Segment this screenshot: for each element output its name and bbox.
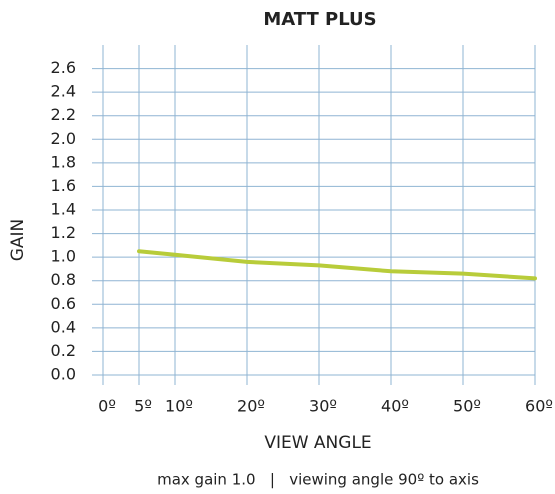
x-tick-label: 50º — [453, 397, 481, 416]
x-tick-label: 5º — [134, 397, 152, 416]
y-tick-label: 2.2 — [51, 105, 76, 124]
y-tick-label: 1.0 — [51, 247, 76, 266]
y-tick-label: 0.8 — [51, 270, 76, 289]
x-tick-label: 60º — [525, 397, 553, 416]
y-tick-label: 0.6 — [51, 294, 76, 313]
y-tick-label: 2.6 — [51, 58, 76, 77]
y-tick-label: 0.0 — [51, 365, 76, 384]
y-tick-label: 2.0 — [51, 129, 76, 148]
x-tick-label: 30º — [309, 397, 337, 416]
y-axis-label: GAIN — [8, 219, 28, 262]
y-tick-label: 1.8 — [51, 152, 76, 171]
y-tick-label: 1.2 — [51, 223, 76, 242]
chart-title: MATT PLUS — [263, 9, 376, 30]
y-tick-label: 1.4 — [51, 200, 76, 219]
y-tick-label: 0.4 — [51, 317, 76, 336]
x-axis-label: VIEW ANGLE — [264, 433, 371, 453]
x-tick-label: 10º — [165, 397, 193, 416]
x-tick-label: 0º — [98, 397, 116, 416]
line-series — [137, 249, 537, 281]
x-tick-label: 40º — [381, 397, 409, 416]
x-tick-label: 20º — [237, 397, 265, 416]
y-tick-label: 2.4 — [51, 82, 76, 101]
y-tick-label: 1.6 — [51, 176, 76, 195]
annotation: max gain 1.0 | viewing angle 90º to axis — [157, 471, 479, 489]
y-tick-label: 0.2 — [51, 341, 76, 360]
